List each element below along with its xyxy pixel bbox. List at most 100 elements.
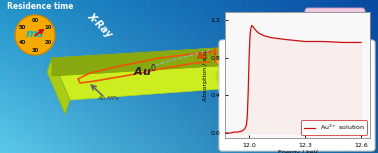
Bar	[136, 17, 145, 21]
Bar	[204, 82, 213, 86]
Bar	[234, 72, 243, 76]
Bar	[181, 26, 190, 31]
Bar	[45, 97, 54, 101]
Bar	[113, 127, 122, 132]
Bar	[113, 39, 122, 43]
Bar	[91, 75, 99, 80]
Bar	[181, 127, 190, 132]
Bar	[166, 75, 175, 80]
Bar	[151, 54, 160, 58]
Bar	[265, 134, 273, 138]
Bar	[204, 143, 213, 147]
Bar	[53, 137, 62, 141]
Bar	[189, 118, 198, 122]
Bar	[287, 2, 296, 6]
Bar	[76, 33, 84, 37]
Bar	[265, 118, 273, 122]
Bar	[121, 63, 130, 67]
Bar	[136, 78, 145, 83]
Bar	[8, 8, 16, 12]
Bar	[174, 5, 183, 9]
Bar	[159, 20, 167, 24]
Bar	[151, 33, 160, 37]
Bar	[129, 36, 137, 40]
Bar	[227, 33, 235, 37]
Bar	[363, 112, 372, 116]
Bar	[280, 45, 288, 49]
Bar	[98, 33, 107, 37]
Bar	[325, 100, 334, 104]
Bar	[121, 20, 130, 24]
Bar	[60, 94, 69, 98]
Bar	[174, 63, 183, 67]
Bar	[129, 137, 137, 141]
Bar	[295, 11, 304, 15]
Bar	[53, 112, 62, 116]
Bar	[197, 26, 205, 31]
Bar	[166, 2, 175, 6]
Bar	[257, 42, 266, 46]
Bar	[197, 134, 205, 138]
Bar	[174, 149, 183, 153]
Bar	[348, 131, 356, 135]
Bar	[98, 127, 107, 132]
Bar	[363, 103, 372, 107]
Bar	[38, 109, 46, 113]
Bar	[310, 2, 319, 6]
Bar	[212, 124, 220, 129]
Bar	[121, 103, 130, 107]
Bar	[318, 48, 326, 52]
Bar	[340, 124, 349, 129]
Bar	[310, 48, 319, 52]
Bar	[45, 134, 54, 138]
Bar	[60, 78, 69, 83]
Bar	[76, 134, 84, 138]
Bar	[113, 149, 122, 153]
Bar	[257, 137, 266, 141]
Bar	[181, 54, 190, 58]
Bar	[295, 2, 304, 6]
Bar	[174, 103, 183, 107]
Bar	[98, 124, 107, 129]
Bar	[310, 0, 319, 3]
Bar	[280, 82, 288, 86]
Bar	[76, 143, 84, 147]
Bar	[227, 97, 235, 101]
Bar	[83, 11, 92, 15]
Bar	[265, 100, 273, 104]
Bar	[219, 72, 228, 76]
Bar	[287, 36, 296, 40]
Bar	[23, 115, 31, 119]
Bar	[295, 112, 304, 116]
Bar	[197, 66, 205, 70]
Bar	[106, 149, 115, 153]
Bar	[45, 51, 54, 55]
Bar	[265, 23, 273, 28]
Bar	[38, 91, 46, 95]
Bar	[144, 39, 152, 43]
Bar	[53, 66, 62, 70]
Bar	[189, 60, 198, 64]
Bar	[15, 17, 24, 21]
Bar	[204, 103, 213, 107]
Bar	[38, 143, 46, 147]
Bar	[30, 30, 39, 34]
Bar	[106, 8, 115, 12]
Bar	[83, 149, 92, 153]
Text: + PVP: + PVP	[240, 54, 255, 58]
Bar	[76, 14, 84, 18]
Bar	[174, 45, 183, 49]
Bar	[98, 140, 107, 144]
Bar	[181, 121, 190, 125]
Bar	[53, 131, 62, 135]
Bar	[68, 11, 77, 15]
Text: Au NPs: Au NPs	[97, 96, 119, 101]
Text: Au$^{3+}$: Au$^{3+}$	[196, 50, 218, 62]
Bar	[280, 140, 288, 144]
Bar	[144, 78, 152, 83]
Bar	[325, 39, 334, 43]
Bar	[30, 106, 39, 110]
Bar	[136, 121, 145, 125]
Bar	[370, 88, 378, 92]
Text: + PVP: + PVP	[240, 65, 255, 71]
